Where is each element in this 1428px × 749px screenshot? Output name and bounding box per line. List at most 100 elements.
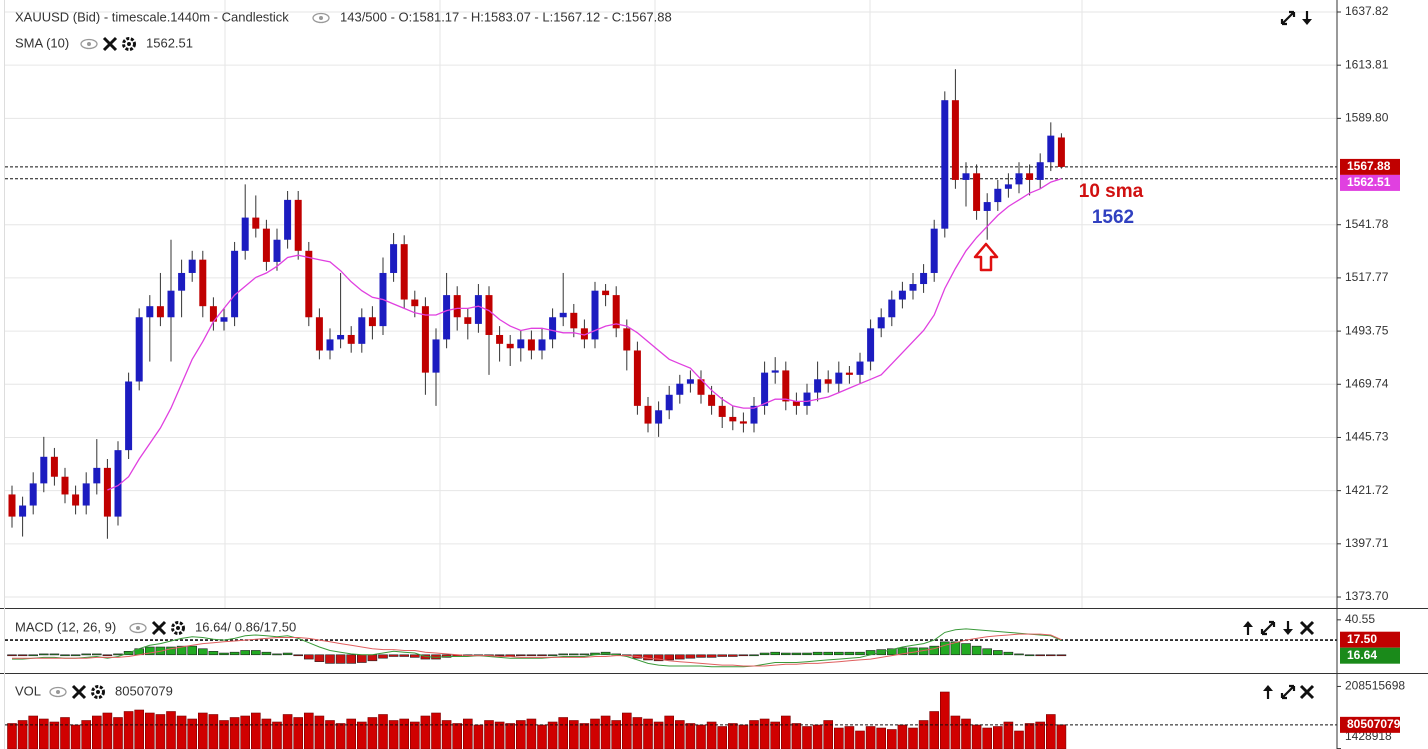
settings-icon[interactable] <box>91 685 105 699</box>
volume-bar <box>706 721 717 749</box>
candle-body <box>156 306 164 318</box>
candle-body <box>19 505 27 517</box>
eye-icon[interactable] <box>80 38 98 50</box>
candle-body <box>93 467 101 484</box>
macd-histogram-bar <box>1035 654 1045 657</box>
volume-bar <box>717 726 728 749</box>
volume-bar <box>325 720 335 749</box>
candle-body <box>1057 137 1065 167</box>
candle-body <box>602 290 610 296</box>
macd-histogram-bar <box>844 651 855 656</box>
volume-bar <box>897 724 908 749</box>
volume-bar <box>229 717 240 749</box>
macd-histogram-bar <box>929 645 940 656</box>
candle-body <box>337 334 345 340</box>
settings-icon[interactable] <box>171 621 185 635</box>
remove-icon[interactable] <box>71 684 87 700</box>
volume-bar <box>208 714 219 749</box>
volume-bar <box>515 720 526 749</box>
candle-body <box>29 483 37 506</box>
volume-bar <box>844 726 855 749</box>
plot-layer: 1373.70 1397.71 1421.72 1445.73 1469.74 1493.… <box>5 4 1405 749</box>
remove-icon[interactable] <box>1299 684 1315 700</box>
indicator-name: SMA (10) <box>15 35 69 50</box>
volume-bar <box>918 720 929 749</box>
chart-title: XAUUSD (Bid) - timescale.1440m - Candles… <box>15 9 289 24</box>
remove-icon[interactable] <box>102 36 118 52</box>
volume-bar <box>696 724 706 749</box>
eye-icon[interactable] <box>312 12 330 24</box>
expand-icon[interactable] <box>1260 620 1276 636</box>
y-tick-label: 1373.70 <box>1345 589 1389 603</box>
volume-bar <box>886 729 897 749</box>
candle-body <box>835 372 843 384</box>
macd-histogram-bar <box>102 654 113 657</box>
remove-icon[interactable] <box>1299 620 1315 636</box>
volume-bar <box>876 727 887 749</box>
macd-histogram-bar <box>833 651 844 656</box>
price-tag <box>1340 631 1400 648</box>
macd-histogram-bar <box>378 654 388 659</box>
volume-bar <box>60 717 70 749</box>
eye-icon[interactable] <box>129 622 147 634</box>
volume-bar <box>409 721 420 749</box>
expand-icon[interactable] <box>1280 10 1296 26</box>
candle-body <box>485 295 493 335</box>
candle-body <box>750 405 758 424</box>
macd-histogram-bar <box>1003 651 1014 656</box>
volume-bar <box>166 711 176 749</box>
candle-body <box>421 306 429 373</box>
expand-icon[interactable] <box>1280 684 1296 700</box>
volume-bar <box>102 712 113 749</box>
candle-body <box>146 306 154 318</box>
candle-body <box>1036 162 1044 180</box>
candle-body <box>220 317 228 322</box>
volume-bar <box>1046 714 1056 749</box>
eye-icon[interactable] <box>49 686 67 698</box>
move-down-icon[interactable] <box>1302 11 1312 25</box>
candle-body <box>1004 184 1012 189</box>
volume-bar <box>1056 724 1067 749</box>
macd-histogram-bar <box>982 648 993 656</box>
volume-bar <box>823 720 834 749</box>
candle-body <box>782 370 790 402</box>
candle-body <box>199 259 207 307</box>
macd-histogram-bar <box>727 654 738 657</box>
candle-body <box>400 244 408 300</box>
y-tick-label: 1493.75 <box>1345 323 1389 337</box>
settings-icon[interactable] <box>122 37 136 51</box>
macd-histogram-bar <box>219 652 229 656</box>
move-down-icon[interactable] <box>1283 621 1293 635</box>
volume-bar <box>356 721 367 749</box>
macd-histogram-bar <box>176 645 187 656</box>
macd-histogram-bar <box>409 654 420 658</box>
move-up-icon[interactable] <box>1243 621 1253 635</box>
macd-histogram-bar <box>664 654 675 661</box>
macd-histogram-bar <box>855 651 865 656</box>
macd-histogram-bar <box>749 654 759 657</box>
volume-bar <box>929 711 940 749</box>
candle-body <box>273 239 281 262</box>
move-up-icon[interactable] <box>1263 685 1273 699</box>
macd-histogram-bar <box>812 651 823 656</box>
macd-histogram-bar <box>568 653 579 656</box>
candle-body <box>241 217 249 251</box>
candle-body <box>941 100 949 229</box>
price-tag-label: 1567.88 <box>1347 159 1391 173</box>
remove-icon[interactable] <box>151 620 167 636</box>
volume-bar <box>399 718 410 749</box>
annotation: 10 sma <box>1079 181 1144 202</box>
macd-histogram-bar <box>314 654 325 662</box>
candle-body <box>686 379 694 384</box>
macd-histogram-bar <box>399 654 410 657</box>
macd-histogram-bar <box>696 654 706 658</box>
volume-bar <box>38 718 49 749</box>
macd-histogram-bar <box>187 645 197 656</box>
macd-histogram-bar <box>961 643 971 656</box>
candle-body <box>252 217 260 229</box>
candle-body <box>178 272 186 291</box>
volume-bar <box>335 723 346 749</box>
candle-body <box>72 494 80 506</box>
annotation: 1562 <box>1092 207 1134 228</box>
candle-body <box>315 317 323 351</box>
